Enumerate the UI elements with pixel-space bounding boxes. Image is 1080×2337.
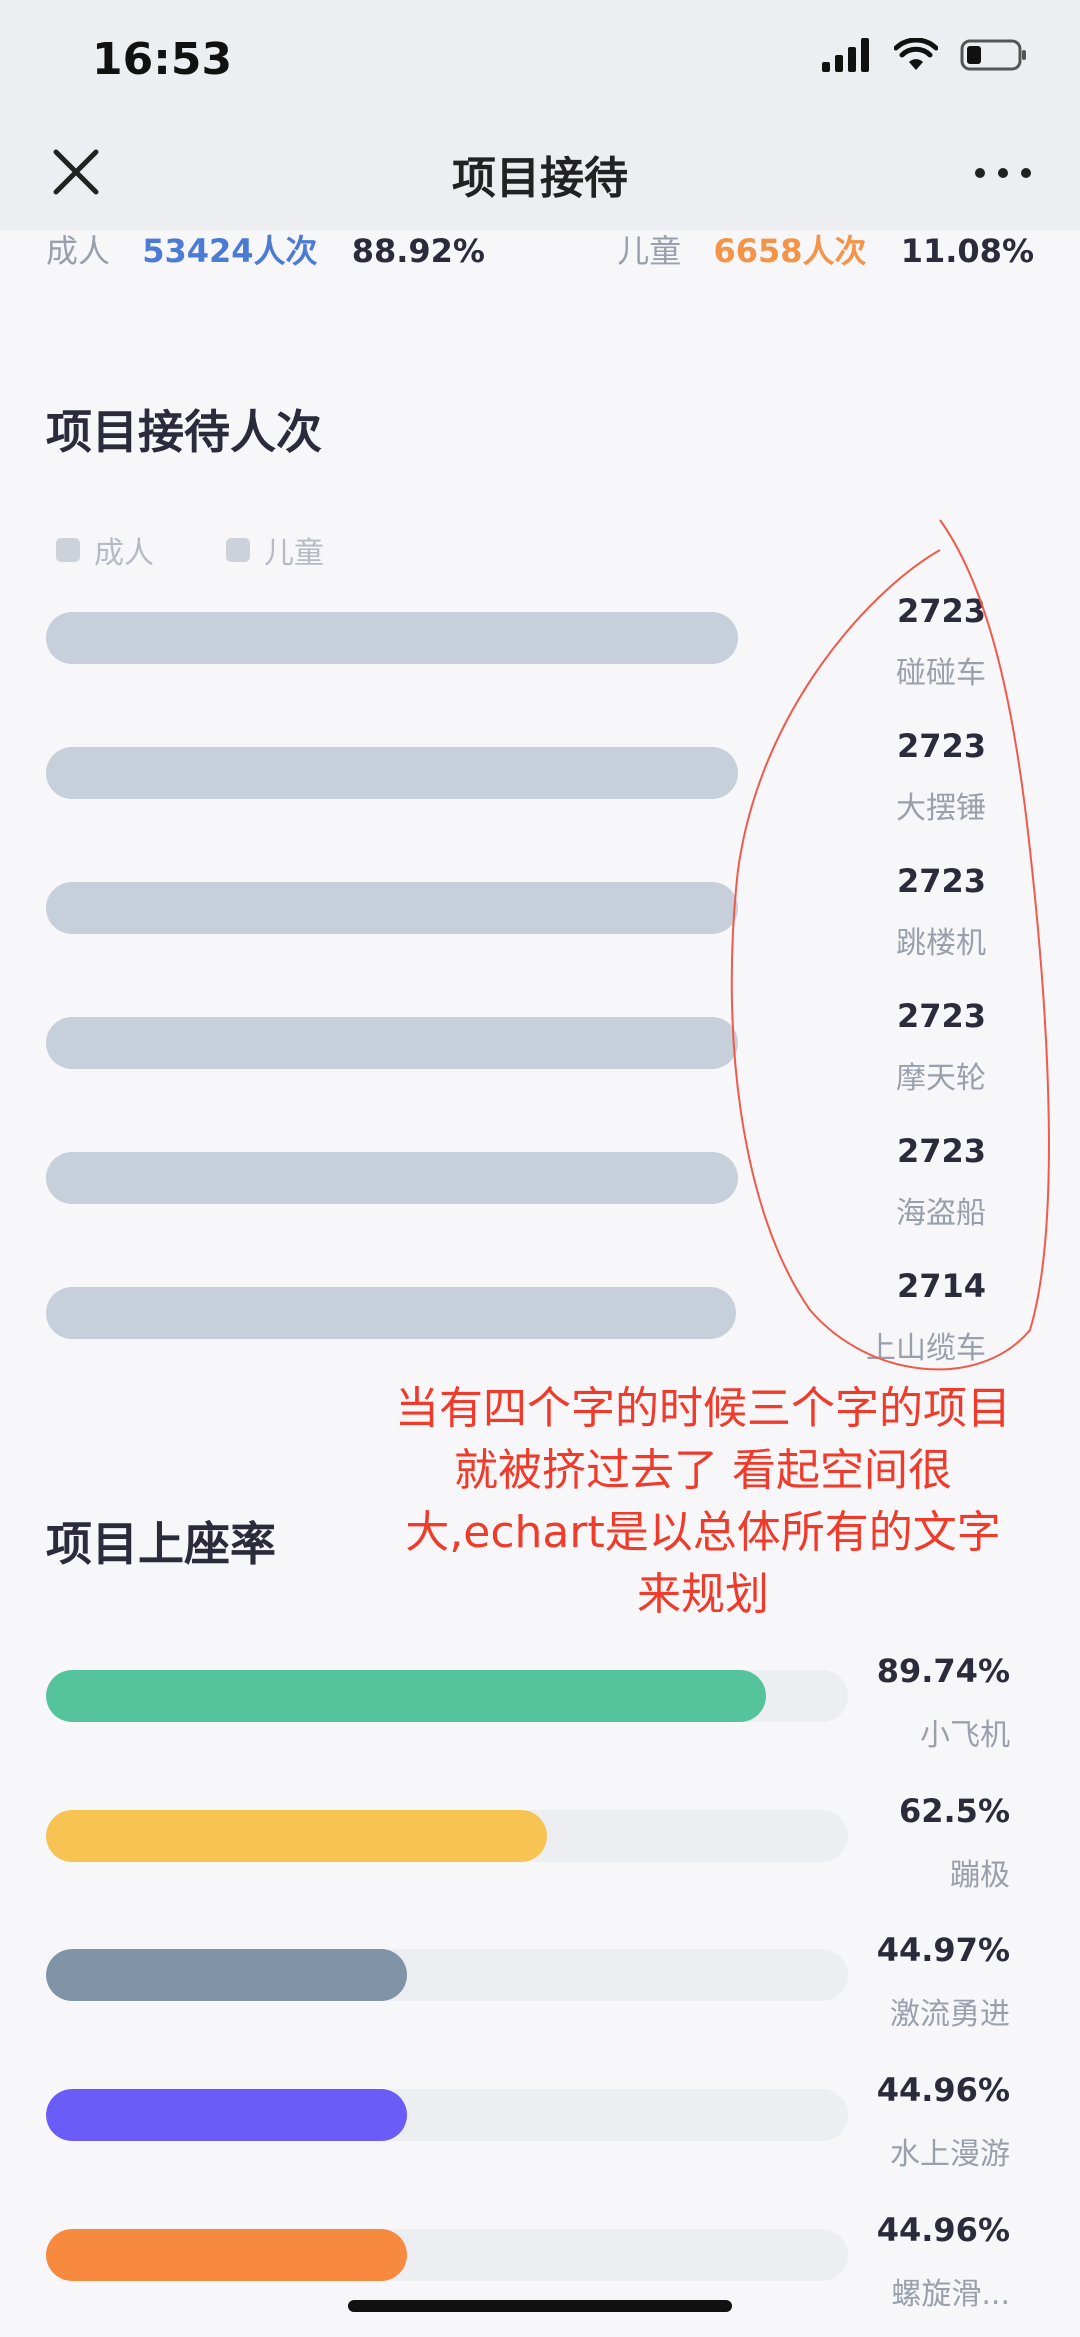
occupancy-fill (46, 1810, 548, 1862)
reception-name: 摩天轮 (896, 1061, 986, 1096)
annotation-note: 当有四个字的时候三个字的项目就被挤过去了 看起空间很大,echart是以总体所有… (395, 1383, 1011, 1620)
reception-value: 2723 (896, 862, 986, 900)
occupancy-value: 62.5% (898, 1792, 1010, 1830)
legend-swatch-child (226, 538, 250, 562)
occupancy-value: 44.96% (876, 2071, 1010, 2109)
reception-name: 大摆锤 (896, 791, 986, 826)
occupancy-track[interactable] (46, 2089, 848, 2141)
battery-icon (960, 39, 1026, 71)
reception-bar[interactable] (46, 612, 738, 664)
reception-bar[interactable] (46, 882, 738, 934)
occupancy-value: 44.97% (876, 1931, 1010, 1969)
reception-value: 2723 (896, 727, 986, 765)
occupancy-name: 蹦极 (950, 1858, 1010, 1893)
status-icons (822, 38, 1028, 72)
status-bar: 16:53 (0, 0, 1080, 120)
summary-child-count: 6658人次 (713, 232, 867, 270)
occupancy-name: 激流勇进 (890, 1997, 1010, 2032)
reception-row: 2723 跳楼机 (0, 862, 1080, 972)
reception-row: 2723 摩天轮 (0, 997, 1080, 1107)
status-time: 16:53 (92, 34, 233, 85)
reception-bar[interactable] (46, 1017, 738, 1069)
occupancy-fill (46, 2229, 407, 2281)
summary-child: 儿童 6658人次 11.08% (617, 226, 1034, 272)
occupancy-fill (46, 1949, 407, 2001)
reception-legend: 成人 儿童 (56, 528, 324, 572)
occupancy-row: 44.96% 水上漫游 (0, 2071, 1080, 2191)
occupancy-value: 44.96% (876, 2211, 1010, 2249)
reception-row: 2723 大摆锤 (0, 727, 1080, 837)
occupancy-value: 89.74% (876, 1652, 1010, 1690)
summary-adult: 成人 53424人次 88.92% (46, 226, 485, 272)
legend-item-child[interactable]: 儿童 (226, 528, 324, 572)
reception-name: 海盗船 (896, 1196, 986, 1231)
reception-value: 2723 (896, 1132, 986, 1170)
occupancy-row: 44.97% 激流勇进 (0, 1931, 1080, 2051)
legend-label-child: 儿童 (264, 536, 324, 571)
reception-bar[interactable] (46, 1152, 738, 1204)
summary-adult-label: 成人 (46, 232, 111, 270)
occupancy-track[interactable] (46, 2229, 848, 2281)
occupancy-row: 89.74% 小飞机 (0, 1652, 1080, 1772)
legend-item-adult[interactable]: 成人 (56, 528, 154, 572)
reception-name: 碰碰车 (896, 656, 986, 691)
reception-title: 项目接待人次 (46, 405, 322, 459)
occupancy-track[interactable] (46, 1670, 848, 1722)
more-icon[interactable] (968, 148, 1038, 198)
reception-value: 2723 (896, 997, 986, 1035)
home-indicator (348, 2300, 732, 2312)
reception-value: 2714 (896, 1267, 986, 1305)
occupancy-name: 小飞机 (920, 1718, 1010, 1753)
legend-swatch-adult (56, 538, 80, 562)
reception-row: 2714 上山缆车 (0, 1267, 1080, 1377)
occupancy-name: 水上漫游 (890, 2137, 1010, 2172)
summary-adult-percent: 88.92% (351, 232, 485, 270)
cellular-signal-icon (822, 38, 869, 72)
occupancy-fill (46, 2089, 407, 2141)
summary-adult-count: 53424人次 (142, 232, 318, 270)
reception-bar[interactable] (46, 1287, 736, 1339)
occupancy-name: 螺旋滑... (891, 2277, 1010, 2312)
legend-label-adult: 成人 (94, 536, 154, 571)
annotation-ellipse (730, 519, 1050, 1371)
summary-child-label: 儿童 (617, 232, 682, 270)
wifi-icon (894, 38, 938, 70)
close-icon[interactable] (46, 142, 106, 202)
nav-bar: 项目接待 (0, 120, 1080, 230)
reception-row: 2723 海盗船 (0, 1132, 1080, 1242)
occupancy-title: 项目上座率 (46, 1517, 276, 1571)
occupancy-row: 44.96% 螺旋滑... (0, 2211, 1080, 2331)
summary-child-percent: 11.08% (900, 232, 1034, 270)
reception-value: 2723 (896, 592, 986, 630)
reception-bar[interactable] (46, 747, 738, 799)
occupancy-track[interactable] (46, 1810, 848, 1862)
occupancy-track[interactable] (46, 1949, 848, 2001)
occupancy-fill (46, 1670, 766, 1722)
reception-row: 2723 碰碰车 (0, 592, 1080, 702)
page-title: 项目接待 (452, 153, 628, 204)
occupancy-row: 62.5% 蹦极 (0, 1792, 1080, 1912)
reception-name: 跳楼机 (896, 926, 986, 961)
